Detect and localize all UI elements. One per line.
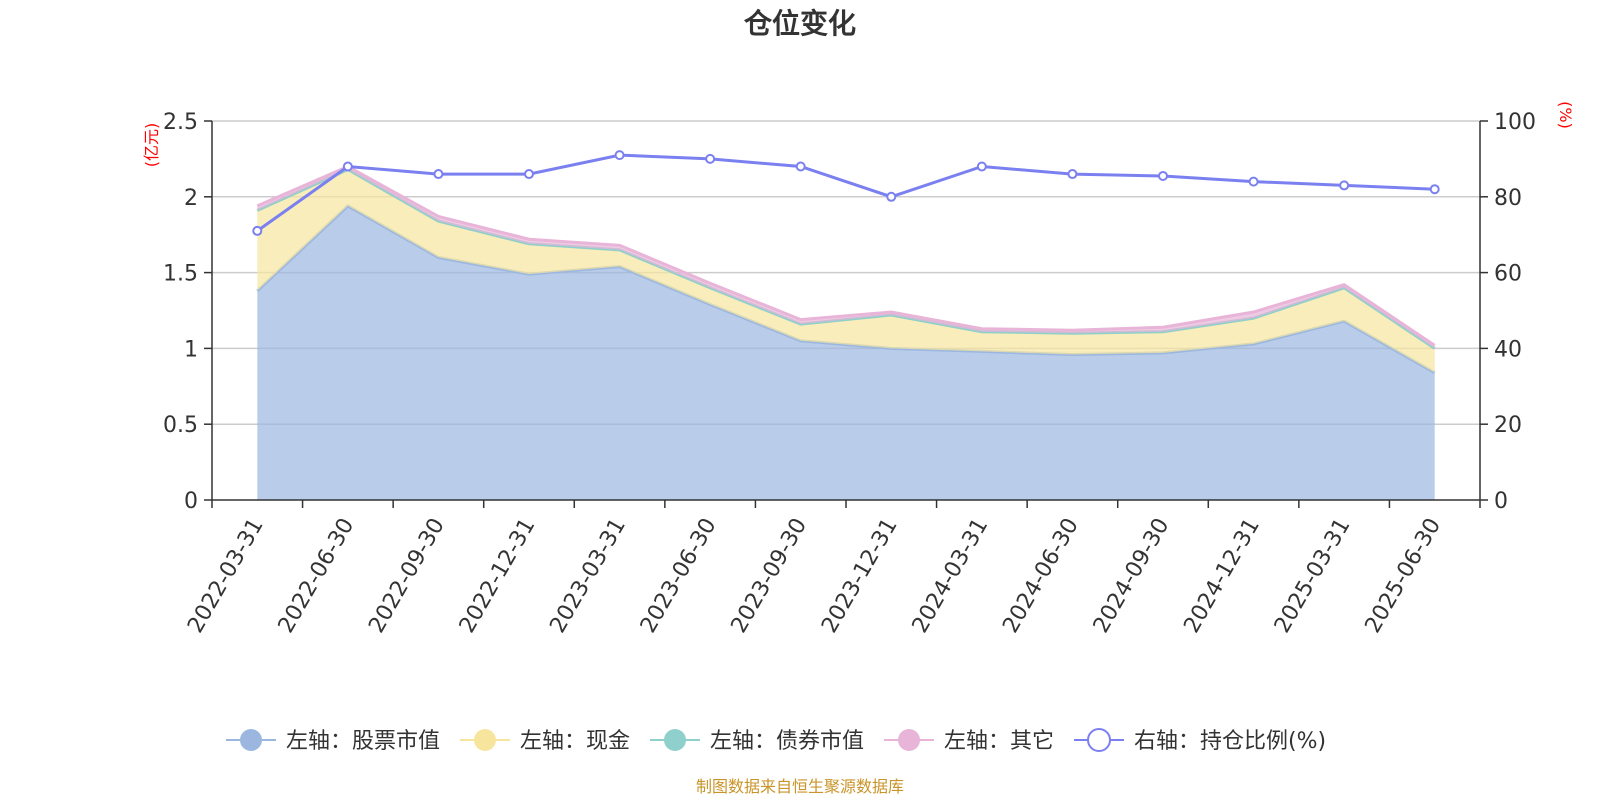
- legend-swatch-circle: [240, 729, 262, 751]
- left-axis-unit: (亿元): [142, 123, 161, 168]
- legend-label: 左轴：现金: [520, 729, 630, 754]
- ratio-point: [342, 161, 353, 172]
- right-tick-label: 100: [1494, 110, 1536, 135]
- ratio-point: [886, 191, 897, 202]
- ratio-point: [1429, 184, 1440, 195]
- area-1: [257, 169, 1435, 373]
- ratio-point: [976, 161, 987, 172]
- ratio-point: [614, 150, 625, 161]
- x-tick-label: 2024-09-30: [1089, 514, 1175, 637]
- ratio-point: [524, 169, 534, 180]
- right-tick-label: 80: [1494, 186, 1522, 211]
- legend-label: 右轴：持仓比例(%): [1134, 729, 1326, 754]
- ratio-point: [252, 225, 263, 236]
- ratio-point: [433, 169, 444, 180]
- x-tick-label: 2022-03-31: [183, 514, 269, 637]
- left-tick-label: 0.5: [163, 413, 198, 438]
- legend: 左轴：股票市值 左轴：现金 左轴：债券市值 左轴：其它 右轴：持仓比例(%): [226, 728, 1326, 754]
- stacked-areas: [256, 164, 1436, 500]
- right-tick-label: 0: [1494, 489, 1508, 514]
- left-tick-label: 2.5: [163, 110, 198, 135]
- legend-item-4: 右轴：持仓比例(%): [1074, 728, 1326, 754]
- left-tick-label: 1: [184, 337, 198, 362]
- legend-swatch-circle: [664, 729, 686, 751]
- right-tick-label: 40: [1494, 337, 1522, 362]
- x-tick-label: 2022-09-30: [364, 514, 450, 637]
- left-tick-label: 1.5: [163, 262, 198, 287]
- data-source: 制图数据来自恒生聚源数据库: [696, 777, 904, 796]
- x-tick-label: 2023-03-31: [545, 514, 631, 637]
- ratio-point: [1067, 169, 1078, 180]
- legend-swatch-circle: [898, 729, 920, 751]
- legend-label: 左轴：股票市值: [286, 729, 440, 754]
- legend-item-0: 左轴：股票市值: [226, 729, 440, 754]
- ratio-point: [705, 153, 716, 164]
- area-0: [257, 205, 1435, 500]
- legend-item-1: 左轴：现金: [460, 729, 630, 754]
- chart-title: 仓位变化: [744, 7, 856, 40]
- ratio-point: [795, 161, 806, 172]
- legend-label: 左轴：债券市值: [710, 729, 864, 754]
- right-tick-label: 20: [1494, 413, 1522, 438]
- x-tick-label: 2024-12-31: [1179, 514, 1265, 637]
- legend-item-2: 左轴：债券市值: [650, 729, 864, 754]
- x-tick-label: 2024-03-31: [908, 514, 994, 637]
- ratio-point: [1339, 180, 1350, 191]
- legend-swatch-circle: [474, 729, 496, 751]
- ratio-point: [1158, 170, 1168, 181]
- right-axis-unit: (%): [1556, 101, 1575, 129]
- area-edge-3: [256, 164, 1436, 347]
- right-tick-label: 60: [1494, 262, 1522, 287]
- x-tick-label: 2025-06-30: [1361, 514, 1447, 637]
- x-tick-label: 2023-12-31: [817, 514, 903, 637]
- x-tick-label: 2024-06-30: [998, 514, 1084, 637]
- legend-swatch-circle: [1087, 728, 1111, 752]
- ratio-line-path: [256, 153, 1435, 233]
- x-tick-label: 2022-06-30: [274, 514, 360, 637]
- area-3: [257, 166, 1435, 349]
- left-tick-label: 2: [184, 186, 198, 211]
- left-tick-label: 0: [184, 489, 198, 514]
- legend-item-3: 左轴：其它: [884, 729, 1054, 754]
- x-tick-label: 2023-06-30: [636, 514, 722, 637]
- x-tick-label: 2023-09-30: [727, 514, 813, 637]
- x-tick-label: 2022-12-31: [455, 514, 541, 637]
- x-tick-label: 2025-03-31: [1270, 514, 1356, 637]
- ratio-line: [252, 150, 1440, 236]
- ratio-point: [1248, 176, 1259, 187]
- legend-label: 左轴：其它: [944, 729, 1054, 754]
